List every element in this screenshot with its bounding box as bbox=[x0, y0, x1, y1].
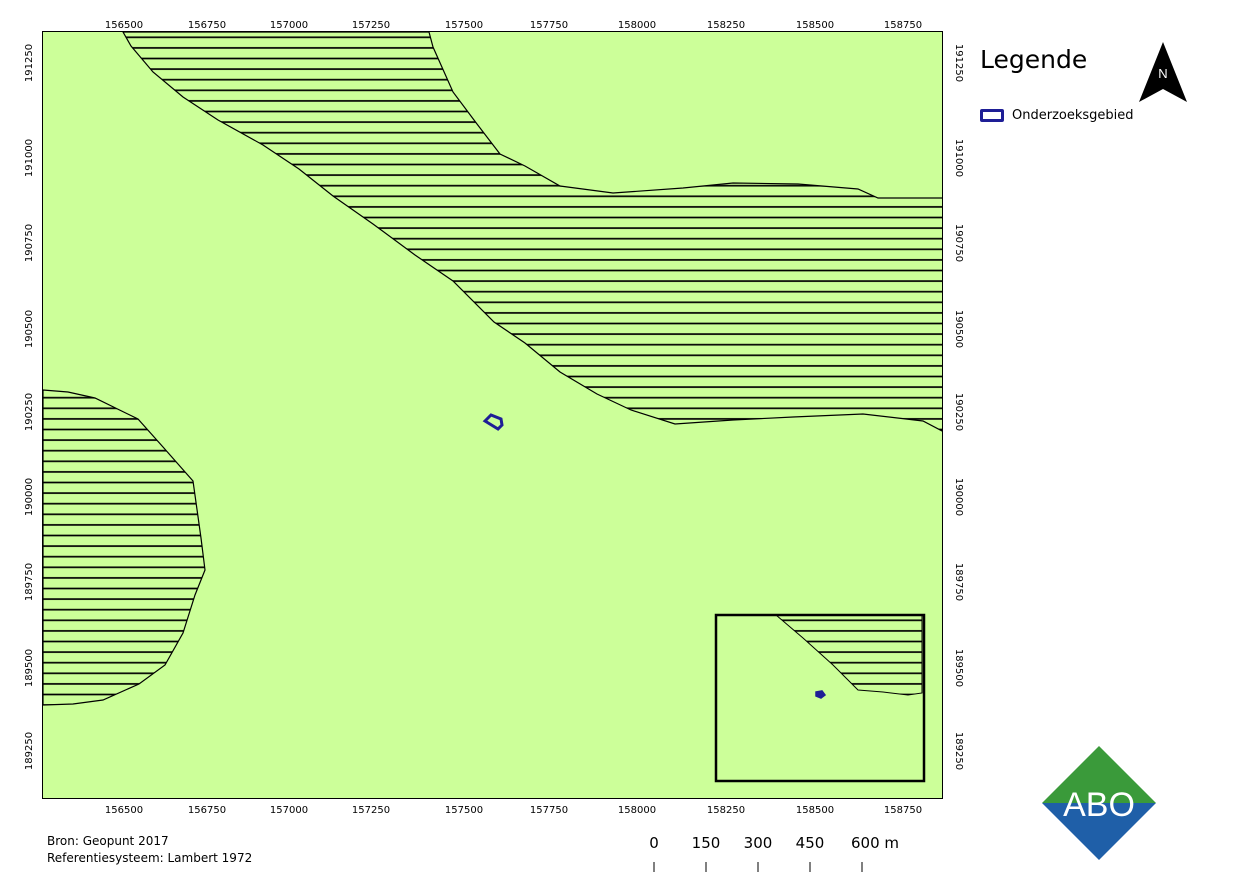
scale-label-2: 300 bbox=[743, 834, 773, 852]
x-tick-top-157500: 157500 bbox=[444, 20, 484, 31]
x-tick-bottom-158000: 158000 bbox=[617, 805, 657, 816]
y-tick-left-190000: 190000 bbox=[24, 477, 35, 517]
north-label: N bbox=[1158, 66, 1167, 81]
x-tick-top-157750: 157750 bbox=[529, 20, 569, 31]
x-tick-top-156500: 156500 bbox=[104, 20, 144, 31]
scale-label-3: 450 bbox=[795, 834, 825, 852]
scale-label-4: 600 m bbox=[850, 834, 900, 852]
y-tick-left-191250: 191250 bbox=[24, 43, 35, 83]
x-tick-bottom-157500: 157500 bbox=[444, 805, 484, 816]
x-tick-bottom-157250: 157250 bbox=[351, 805, 391, 816]
x-tick-bottom-156500: 156500 bbox=[104, 805, 144, 816]
y-tick-left-189750: 189750 bbox=[24, 562, 35, 602]
y-tick-left-190500: 190500 bbox=[24, 309, 35, 349]
legend-label-study-area: Onderzoeksgebied bbox=[1012, 108, 1134, 123]
scale-label-0: 0 bbox=[649, 834, 659, 852]
legend-title: Legende bbox=[980, 45, 1088, 74]
hatched-area-north bbox=[122, 32, 942, 432]
x-tick-top-157000: 157000 bbox=[269, 20, 309, 31]
legend-swatch-study-area bbox=[980, 109, 1004, 122]
map-canvas[interactable] bbox=[43, 32, 943, 799]
scale-label-1: 150 bbox=[691, 834, 721, 852]
map-frame[interactable] bbox=[42, 31, 943, 799]
hatched-area-west bbox=[43, 389, 206, 706]
y-tick-right-191250: 191250 bbox=[953, 43, 964, 83]
x-tick-top-156750: 156750 bbox=[187, 20, 227, 31]
study-area-polygon[interactable] bbox=[482, 413, 504, 431]
x-tick-bottom-158500: 158500 bbox=[795, 805, 835, 816]
scale-bar bbox=[653, 862, 863, 872]
x-tick-bottom-158250: 158250 bbox=[706, 805, 746, 816]
y-tick-left-189250: 189250 bbox=[24, 731, 35, 771]
y-tick-right-189250: 189250 bbox=[953, 731, 964, 771]
north-arrow-icon: N bbox=[1139, 42, 1187, 102]
x-tick-top-158500: 158500 bbox=[795, 20, 835, 31]
x-tick-top-158250: 158250 bbox=[706, 20, 746, 31]
abo-logo: ABO bbox=[1042, 746, 1156, 860]
y-tick-right-190000: 190000 bbox=[953, 477, 964, 517]
x-tick-top-157250: 157250 bbox=[351, 20, 391, 31]
y-tick-left-189500: 189500 bbox=[24, 648, 35, 688]
overview-inset[interactable] bbox=[714, 613, 926, 783]
x-tick-bottom-156750: 156750 bbox=[187, 805, 227, 816]
y-tick-right-190750: 190750 bbox=[953, 223, 964, 263]
x-tick-bottom-157000: 157000 bbox=[269, 805, 309, 816]
inset-hatched-area bbox=[774, 614, 923, 696]
y-tick-right-189750: 189750 bbox=[953, 562, 964, 602]
x-tick-top-158000: 158000 bbox=[617, 20, 657, 31]
logo-text: ABO bbox=[1063, 786, 1135, 824]
source-text: Bron: Geopunt 2017 bbox=[47, 834, 169, 848]
inset-study-area bbox=[815, 690, 827, 699]
crs-text: Referentiesysteem: Lambert 1972 bbox=[47, 851, 253, 865]
y-tick-right-191000: 191000 bbox=[953, 138, 964, 178]
x-tick-top-158750: 158750 bbox=[883, 20, 923, 31]
y-tick-left-190750: 190750 bbox=[24, 223, 35, 263]
y-tick-right-189500: 189500 bbox=[953, 648, 964, 688]
y-tick-left-191000: 191000 bbox=[24, 138, 35, 178]
scale-bar-labels: 0 150 300 450 600 m bbox=[640, 834, 930, 854]
x-tick-bottom-158750: 158750 bbox=[883, 805, 923, 816]
y-tick-right-190500: 190500 bbox=[953, 309, 964, 349]
x-tick-bottom-157750: 157750 bbox=[529, 805, 569, 816]
y-tick-left-190250: 190250 bbox=[24, 392, 35, 432]
y-tick-right-190250: 190250 bbox=[953, 392, 964, 432]
